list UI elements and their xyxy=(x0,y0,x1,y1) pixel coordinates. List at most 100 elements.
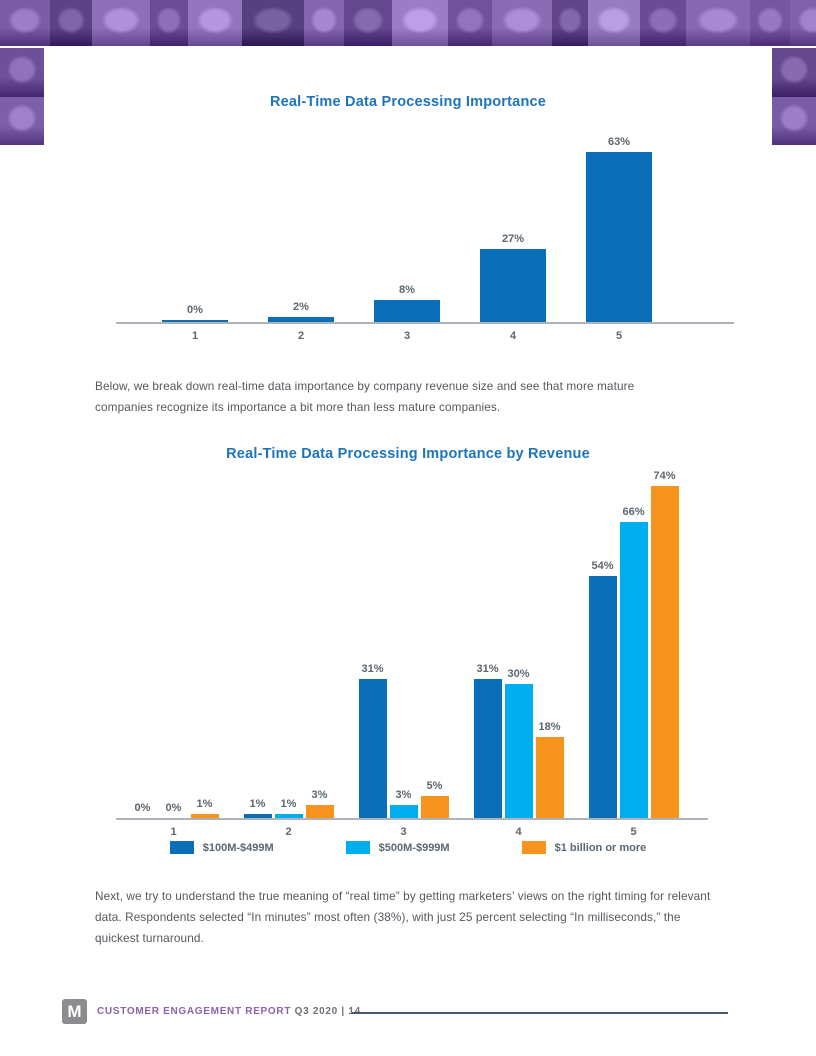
collage-photo-tile xyxy=(588,0,640,46)
legend-swatch-light-blue xyxy=(345,841,370,854)
legend-item-1-billion-or-more: $1 billion or more xyxy=(521,841,647,854)
chart2-series-column: 31% xyxy=(473,663,502,818)
bar-value-label: 0% xyxy=(165,802,182,814)
chart1-bar xyxy=(268,317,334,322)
x-tick-label: 3 xyxy=(400,826,407,838)
chart2-series-column: 31% xyxy=(358,663,387,818)
bar-value-label: 0% xyxy=(134,802,151,814)
left-photo-collage-column xyxy=(0,48,44,145)
legend-label: $1 billion or more xyxy=(554,841,647,854)
footer-page-number: 14 xyxy=(348,1006,361,1017)
footer-report-name: CUSTOMER ENGAGEMENT REPORT xyxy=(97,1006,292,1017)
bar-value-label: 3% xyxy=(395,789,412,801)
chart2-series-column: 1% xyxy=(274,798,303,818)
chart2-series-column: 1% xyxy=(190,798,219,818)
collage-photo-tile xyxy=(772,48,816,97)
chart2-bar xyxy=(389,805,418,818)
legend-label: $500M-$999M xyxy=(378,841,450,854)
collage-photo-tile xyxy=(492,0,552,46)
chart1-bar xyxy=(162,320,228,322)
x-tick-label: 5 xyxy=(615,330,623,342)
x-tick-label: 1 xyxy=(170,826,177,838)
chart2-title: Real-Time Data Processing Importance by … xyxy=(226,446,590,462)
chart2-bar xyxy=(588,576,617,818)
bar-value-label: 1% xyxy=(196,798,213,810)
legend-item-500m-999m: $500M-$999M xyxy=(345,841,450,854)
right-photo-collage-column xyxy=(772,48,816,145)
chart2-bar xyxy=(274,814,303,818)
chart2-category-group: 54% 66% 74% xyxy=(576,470,691,818)
chart1-x-axis-ticks: 1 2 3 4 5 xyxy=(116,330,734,342)
legend-item-100m-499m: $100M-$499M xyxy=(169,841,274,854)
chart2-bar xyxy=(473,679,502,818)
collage-photo-tile xyxy=(750,0,790,46)
paragraph-between-charts: Below, we break down real-time data impo… xyxy=(95,379,635,414)
chart1-bar xyxy=(480,249,546,322)
chart2-bar xyxy=(650,486,679,818)
collage-photo-tile xyxy=(344,0,392,46)
x-tick-label: 4 xyxy=(515,826,522,838)
bar-value-label: 74% xyxy=(653,470,676,482)
chart2-series-column: 30% xyxy=(504,668,533,818)
footer-edition: Q3 2020 xyxy=(294,1006,338,1017)
chart2-series-column: 0% xyxy=(160,802,188,818)
x-tick-label: 3 xyxy=(403,330,411,342)
chart2-series-column: 54% xyxy=(588,560,617,818)
chart1-bar xyxy=(374,300,440,322)
chart2-bar xyxy=(619,522,648,818)
footer-horizontal-rule xyxy=(352,1012,728,1014)
x-tick-label: 4 xyxy=(509,330,517,342)
collage-photo-tile xyxy=(640,0,686,46)
bar-value-label: 63% xyxy=(607,136,631,148)
collage-photo-tile xyxy=(242,0,304,46)
chart2-bar xyxy=(535,737,564,818)
bar-value-label: 5% xyxy=(426,780,443,792)
chart2-bar xyxy=(420,796,449,818)
chart2-bar xyxy=(243,814,272,818)
bar-value-label: 3% xyxy=(311,789,328,801)
bar-value-label: 0% xyxy=(187,304,203,316)
chart2-plot: 0% 0% 1% 1% 1% 3% 31% 3% 5% 31% 30% 18% 54% 66% 74% xyxy=(116,467,708,820)
collage-photo-tile xyxy=(686,0,750,46)
chart2-series-column: 3% xyxy=(305,789,334,818)
chart2-series-column: 66% xyxy=(619,506,648,818)
chart2-series-column: 74% xyxy=(650,470,679,818)
footer-report-line: CUSTOMER ENGAGEMENT REPORT Q3 2020 | 14 xyxy=(97,1006,361,1017)
chart2-category-group: 0% 0% 1% xyxy=(116,798,231,818)
bar-value-label: 54% xyxy=(591,560,614,572)
bar-value-label: 8% xyxy=(399,284,415,296)
chart2-series-column: 5% xyxy=(420,780,449,818)
collage-photo-tile xyxy=(0,0,50,46)
x-tick-label: 2 xyxy=(285,826,292,838)
bar-value-label: 31% xyxy=(361,663,384,675)
chart2-series-column: 0% xyxy=(129,802,157,818)
chart2-category-group: 31% 3% 5% xyxy=(346,663,461,818)
bar-value-label: 1% xyxy=(280,798,297,810)
chart2-legend: $100M-$499M $500M-$999M $1 billion or mo… xyxy=(0,841,816,854)
brand-logo-m: M xyxy=(62,999,87,1024)
chart1-category-column: 2% xyxy=(248,301,354,322)
collage-photo-tile xyxy=(0,96,44,145)
collage-photo-tile xyxy=(50,0,92,46)
chart2-x-axis-ticks: 1 2 3 4 5 xyxy=(116,826,708,838)
chart2-bar xyxy=(305,805,334,818)
collage-photo-tile xyxy=(552,0,588,46)
collage-photo-tile xyxy=(92,0,150,46)
header-photo-collage-strip xyxy=(0,0,816,46)
chart2-bar xyxy=(358,679,387,818)
chart2-bar xyxy=(504,684,533,818)
bar-value-label: 27% xyxy=(501,233,525,245)
bar-value-label: 30% xyxy=(507,668,530,680)
chart2-bar xyxy=(190,814,219,818)
chart2-series-column: 1% xyxy=(243,798,272,818)
chart2-series-column: 18% xyxy=(535,721,564,818)
collage-photo-tile xyxy=(150,0,188,46)
x-tick-label: 1 xyxy=(191,330,199,342)
legend-swatch-orange xyxy=(521,841,546,854)
x-tick-label: 2 xyxy=(297,330,305,342)
collage-photo-tile xyxy=(188,0,242,46)
chart1-plot: 0% 2% 8% 27% 63% xyxy=(116,133,734,324)
legend-label: $100M-$499M xyxy=(202,841,274,854)
chart1-category-column: 8% xyxy=(354,284,460,322)
